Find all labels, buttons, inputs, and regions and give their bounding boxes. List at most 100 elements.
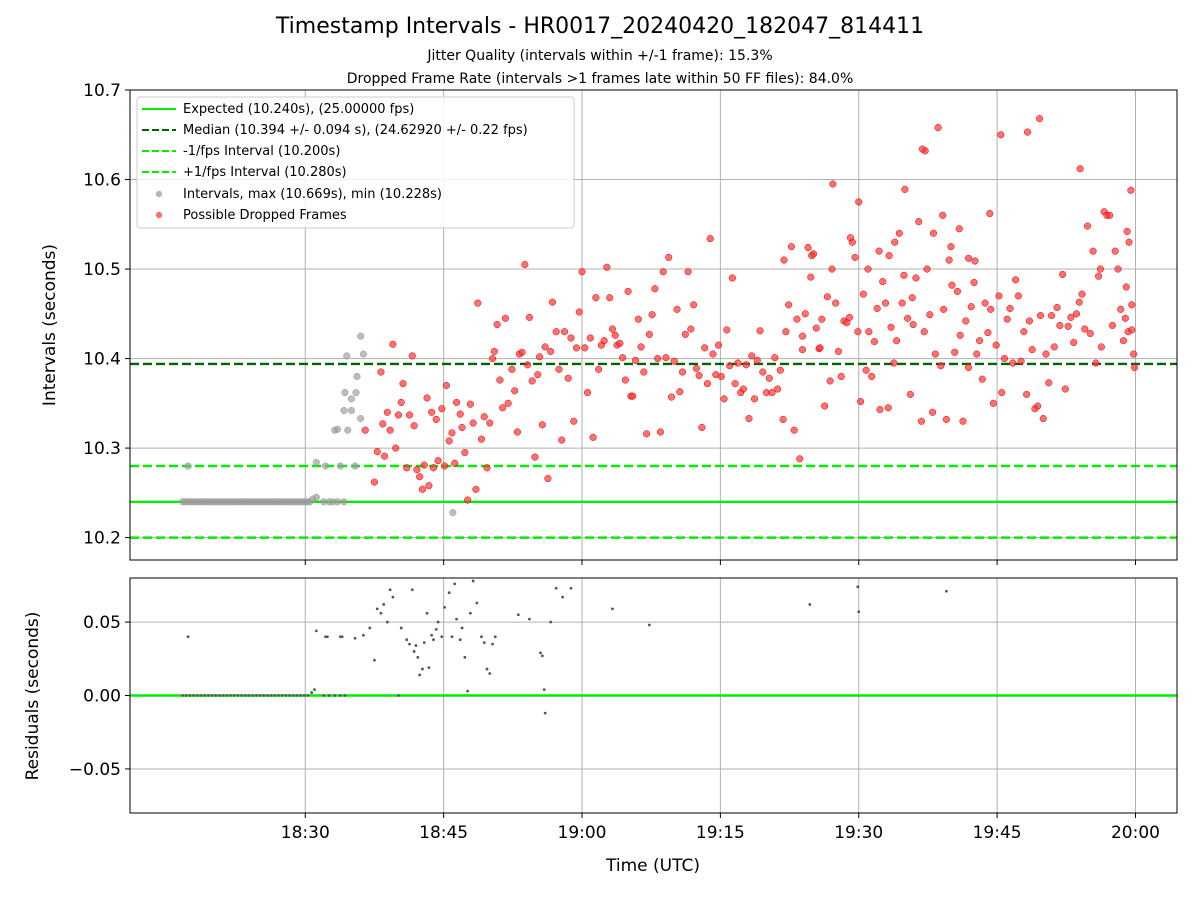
- residual-point: [488, 672, 492, 675]
- dropped-frame-point: [1053, 303, 1061, 312]
- residual-point: [229, 694, 232, 697]
- dropped-frame-point: [1111, 247, 1119, 255]
- dropped-frame-point: [525, 313, 533, 321]
- residual-point: [218, 694, 221, 697]
- dropped-frame-point: [621, 376, 629, 384]
- dropped-frame-point: [477, 435, 486, 443]
- residual-point: [440, 635, 444, 639]
- dropped-frame-point: [945, 256, 953, 264]
- residual-point: [214, 694, 218, 697]
- dropped-frame-point: [1106, 211, 1114, 219]
- dropped-frame-point: [670, 357, 678, 365]
- dropped-frame-point: [469, 419, 477, 427]
- dropped-frame-point: [709, 350, 717, 358]
- legend-dropped-label: Possible Dropped Frames: [183, 208, 347, 223]
- dropped-frame-point: [690, 301, 698, 309]
- residual-point: [251, 694, 255, 697]
- dropped-frame-point: [1119, 337, 1128, 345]
- residual-point: [291, 694, 295, 697]
- dropped-frame-point: [829, 180, 837, 188]
- dropped-frame-point: [534, 371, 542, 379]
- residual-point: [647, 623, 651, 627]
- dropped-frame-point: [808, 252, 816, 260]
- dropped-frame-point: [1017, 357, 1025, 365]
- dropped-frame-point: [567, 334, 575, 342]
- dropped-frame-point: [1131, 363, 1139, 372]
- dropped-frame-point: [768, 389, 776, 397]
- dropped-frame-point: [624, 287, 632, 295]
- residual-point: [221, 694, 225, 697]
- dropped-frame-point: [1025, 317, 1033, 325]
- interval-point: [184, 462, 192, 470]
- dropped-frame-point: [1127, 186, 1135, 194]
- dropped-frame-point: [855, 198, 863, 206]
- dropped-frame-point: [552, 328, 560, 336]
- x-tick-label: 18:45: [419, 823, 468, 843]
- residual-point: [414, 644, 418, 647]
- dropped-frame-point: [1034, 402, 1042, 410]
- residual-point: [340, 635, 344, 639]
- residual-point: [399, 626, 403, 630]
- legend-plus-fps-label: +1/fps Interval (10.280s): [183, 165, 347, 180]
- dropped-frame-point: [692, 364, 700, 372]
- legend: Expected (10.240s), (25.00000 fps) Media…: [136, 96, 575, 229]
- dropped-frame-point: [386, 426, 394, 434]
- residual-point: [343, 694, 347, 697]
- dropped-frame-point: [399, 380, 407, 388]
- residual-point: [338, 694, 342, 697]
- residual-point: [418, 673, 422, 677]
- dropped-frame-point: [370, 478, 379, 486]
- residual-point: [243, 694, 247, 697]
- dropped-frame-point: [1064, 322, 1072, 330]
- dropped-frames-series: [361, 115, 1139, 504]
- residual-point: [561, 595, 565, 599]
- dropped-frame-point: [782, 328, 790, 336]
- residual-point: [397, 694, 400, 697]
- dropped-frame-point: [984, 329, 992, 337]
- dropped-frame-point: [881, 299, 890, 307]
- top-y-tick-label: 10.6: [83, 171, 121, 191]
- dropped-frame-point: [698, 423, 706, 432]
- legend-intervals-label: Intervals, max (10.669s), min (10.228s): [183, 187, 442, 202]
- dropped-frame-point: [959, 417, 967, 425]
- dropped-frame-point: [654, 355, 662, 363]
- dropped-frame-point: [493, 321, 501, 329]
- dropped-frame-point: [555, 365, 563, 373]
- dropped-frame-point: [536, 353, 544, 361]
- residual-point: [199, 694, 203, 697]
- dropped-frame-point: [970, 278, 978, 287]
- dropped-frame-point: [501, 314, 509, 322]
- dropped-frame-point: [575, 308, 583, 316]
- dropped-frame-point: [904, 314, 912, 322]
- dropped-frame-point: [909, 321, 917, 329]
- dropped-frame-point: [586, 334, 594, 342]
- dropped-frame-point: [759, 368, 767, 376]
- dropped-frame-point: [928, 408, 937, 416]
- bottom-y-tick-label: 0.00: [83, 687, 121, 707]
- dropped-frame-point: [637, 343, 645, 351]
- legend-dropped-marker: [155, 211, 163, 219]
- legend-expected-label: Expected (10.240s), (25.00000 fps): [183, 102, 414, 117]
- dropped-frame-point: [787, 243, 795, 251]
- dropped-frame-point: [1028, 346, 1036, 354]
- dropped-frame-point: [793, 315, 801, 323]
- dropped-frame-point: [583, 389, 592, 397]
- residual-point: [422, 641, 426, 645]
- dropped-frame-point: [631, 356, 640, 364]
- top-y-tick-label: 10.3: [83, 439, 121, 459]
- dropped-frame-point: [876, 406, 884, 414]
- legend-minus-fps-label: -1/fps Interval (10.200s): [183, 144, 340, 159]
- interval-point: [340, 498, 348, 506]
- dropped-frame-point: [703, 380, 712, 388]
- residual-point: [262, 694, 266, 697]
- dropped-frame-point: [1108, 321, 1116, 329]
- dropped-frame-point: [381, 452, 389, 460]
- residual-point: [373, 658, 376, 662]
- dropped-frame-point: [804, 244, 812, 252]
- dropped-frame-point: [1089, 247, 1097, 255]
- dropped-frame-point: [456, 410, 464, 418]
- residual-point: [543, 711, 547, 715]
- dropped-frame-point: [416, 473, 424, 481]
- dropped-frame-point: [1086, 329, 1094, 338]
- residual-point: [491, 642, 494, 646]
